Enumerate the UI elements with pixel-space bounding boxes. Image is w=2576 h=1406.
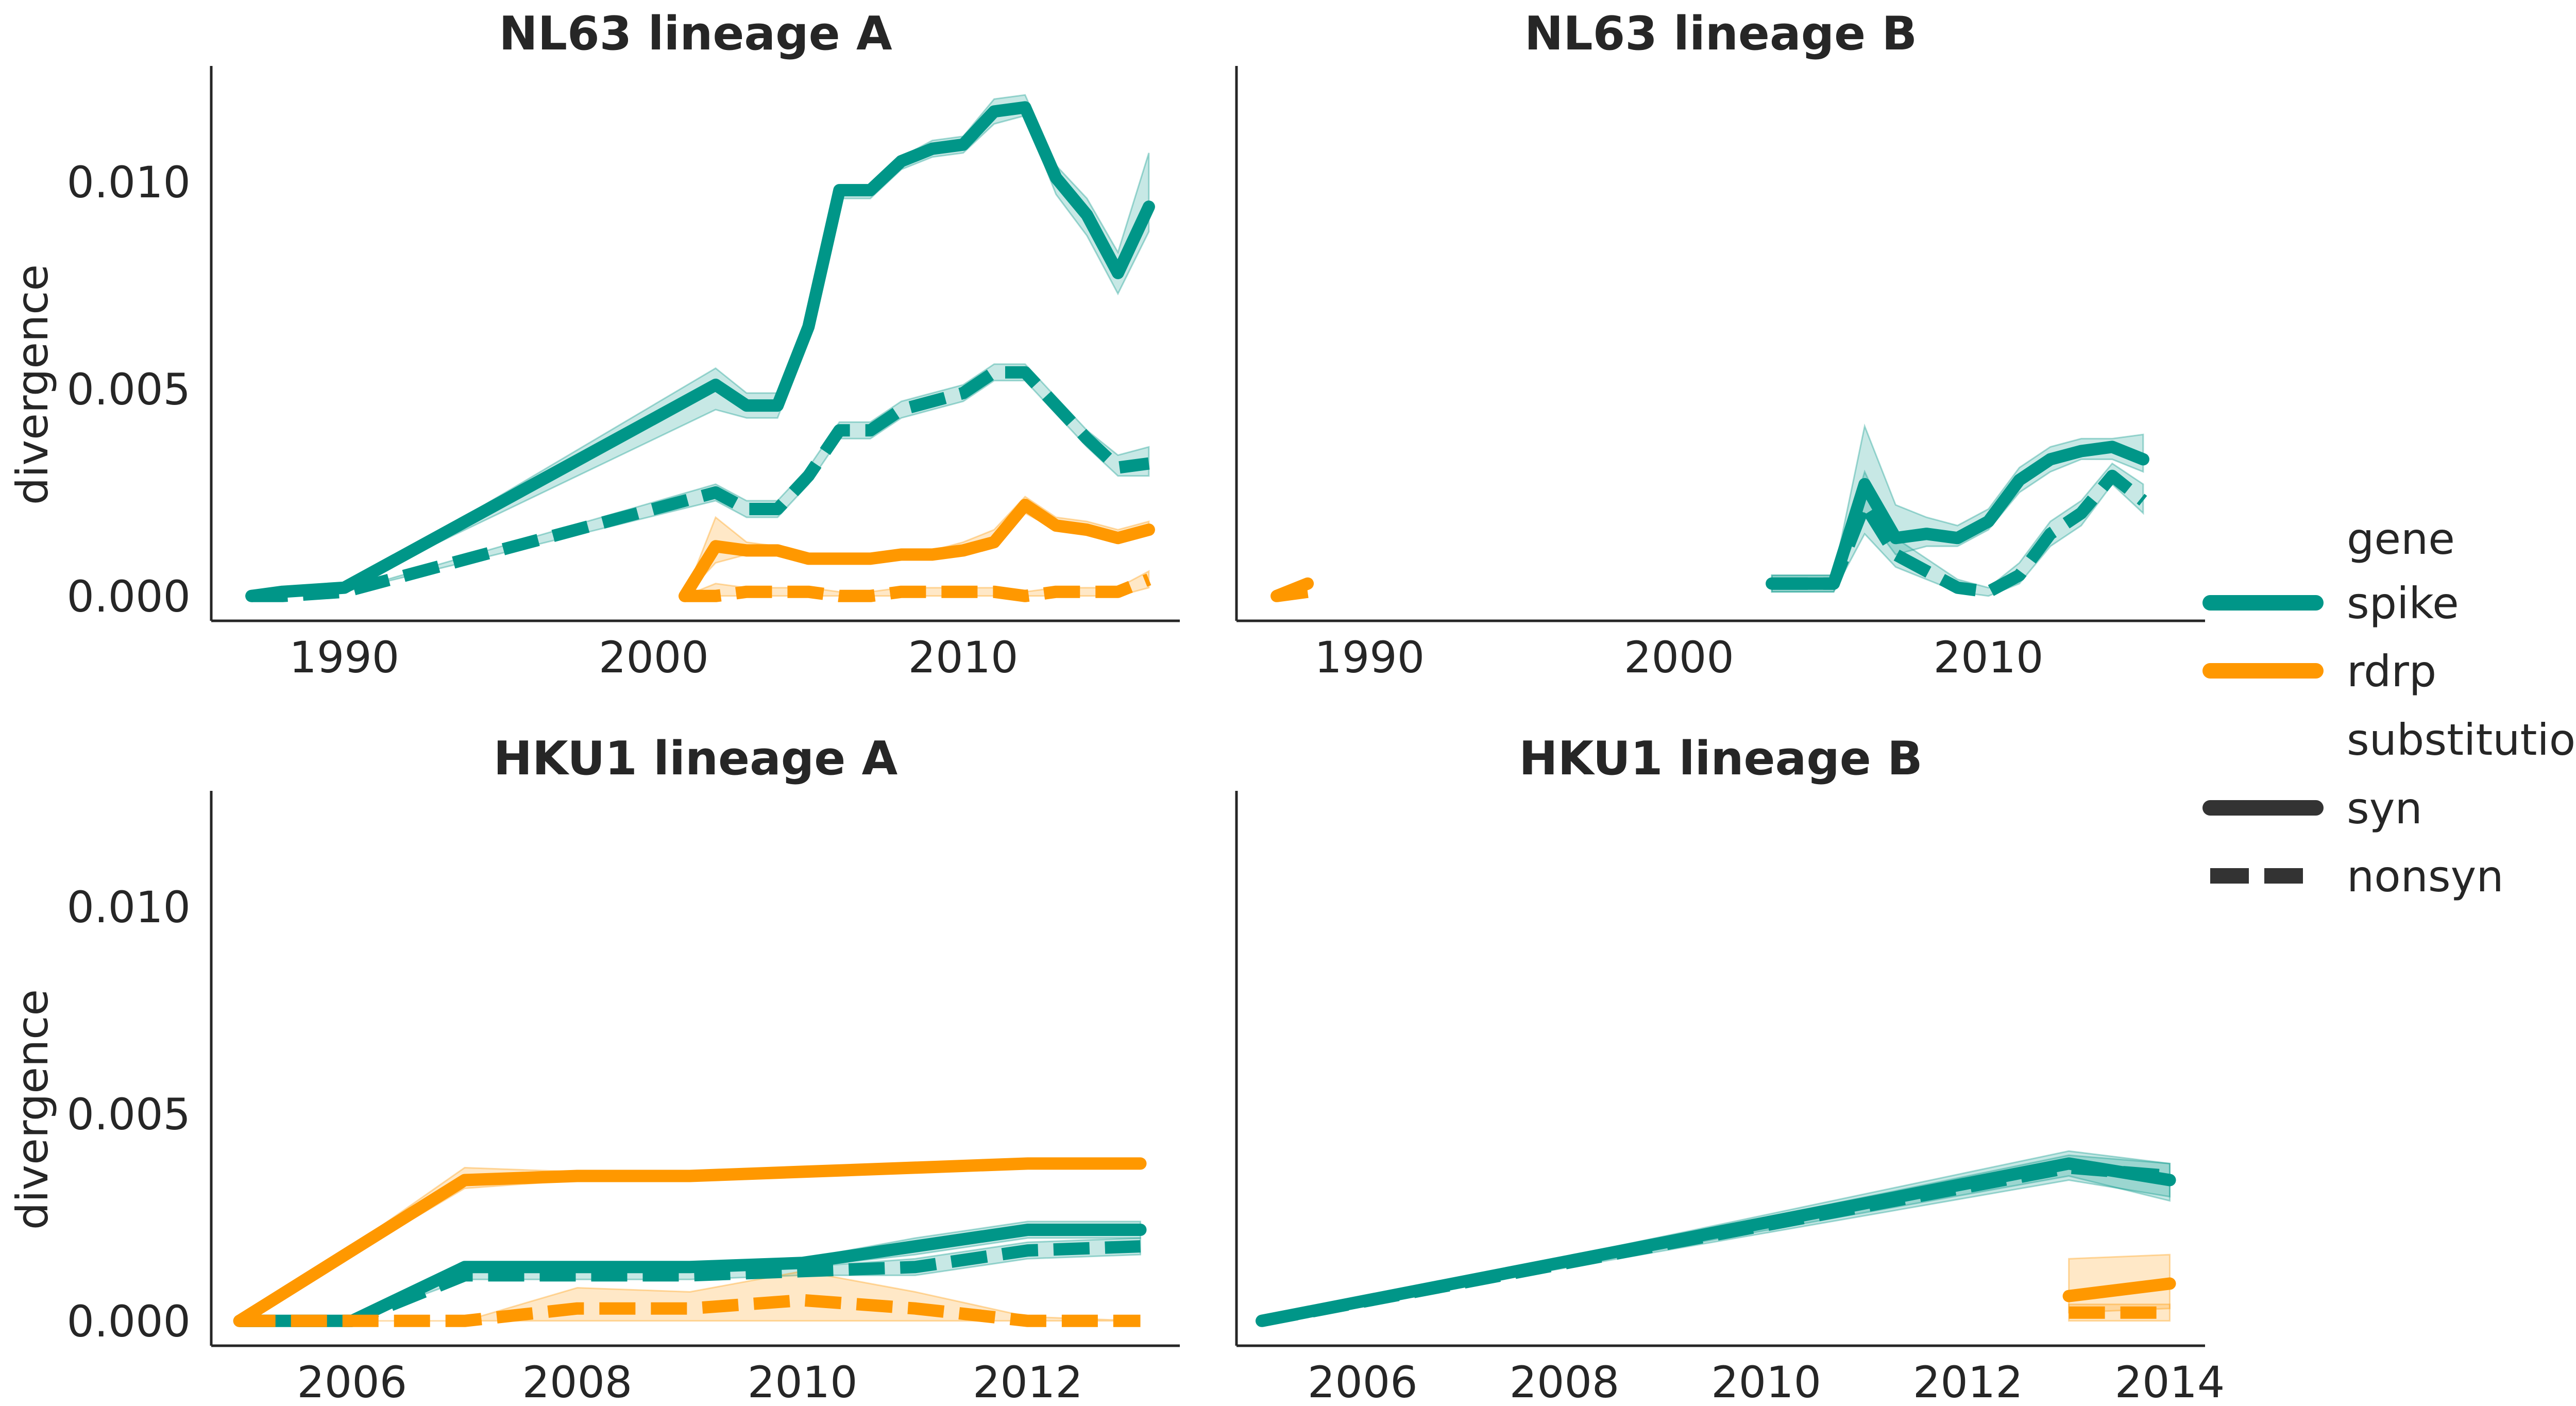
panel-hku1-lineage-a: HKU1 lineage A 2006 2008 2010 2012 0.000 0.005… xyxy=(7,732,1180,1406)
y-tick-label: 0.005 xyxy=(67,1089,191,1140)
series-spike-syn xyxy=(233,1224,1147,1327)
panel-nl63-lineage-a: NL63 lineage A 1990 2000 2010 0.000 0.005 0.01… xyxy=(7,7,1180,683)
panel-title: HKU1 lineage A xyxy=(494,732,898,786)
x-tick-label: 2012 xyxy=(973,1357,1083,1406)
series-spike-nonsyn xyxy=(1772,469,2147,598)
series-rdrp-syn xyxy=(679,499,1155,602)
series-rdrp-nonsyn xyxy=(239,1294,1141,1327)
x-tick-label: 2008 xyxy=(1510,1357,1620,1406)
legend-substitution-title: substitution xyxy=(2347,715,2576,765)
legend-rdrp-label: rdrp xyxy=(2347,646,2436,697)
y-tick-label: 0.005 xyxy=(67,364,191,415)
legend: gene spike rdrp substitution syn nonsyn xyxy=(2202,514,2576,902)
x-tick-label: 2006 xyxy=(1308,1357,1418,1406)
series-spike-nonsyn xyxy=(1260,1161,2171,1327)
panel-title: NL63 lineage B xyxy=(1524,7,1917,61)
y-tick-label: 0.000 xyxy=(67,1296,191,1347)
y-axis-label: divergence xyxy=(7,989,58,1230)
x-tick-label: 2008 xyxy=(522,1357,633,1406)
x-tick-label: 1990 xyxy=(1314,632,1425,683)
x-tick-label: 2010 xyxy=(1934,632,2044,683)
series-rdrp-syn xyxy=(233,1157,1147,1327)
series-rdrp-syn xyxy=(2062,1277,2176,1302)
x-tick-label: 2006 xyxy=(297,1357,407,1406)
legend-spike-label: spike xyxy=(2347,578,2459,629)
series-spike-nonsyn xyxy=(251,366,1150,602)
x-tick-label: 2012 xyxy=(1913,1357,2023,1406)
legend-nonsyn-label: nonsyn xyxy=(2347,851,2504,902)
panel-nl63-lineage-b: NL63 lineage B 1990 2000 2010 xyxy=(1235,7,2205,683)
panel-title: HKU1 lineage B xyxy=(1519,732,1922,786)
x-tick-label: 2010 xyxy=(908,632,1019,683)
x-tick-label: 1990 xyxy=(289,632,399,683)
y-tick-label: 0.000 xyxy=(67,571,191,622)
series-rdrp-nonsyn xyxy=(1276,585,1309,602)
legend-syn-label: syn xyxy=(2347,783,2422,834)
series-spike-syn xyxy=(245,101,1155,602)
series-rdrp-nonsyn xyxy=(685,573,1151,602)
panel-title: NL63 lineage A xyxy=(499,7,892,61)
x-tick-label: 2010 xyxy=(1711,1357,1821,1406)
y-axis-label: divergence xyxy=(7,264,58,505)
x-tick-label: 2010 xyxy=(748,1357,858,1406)
y-tick-label: 0.010 xyxy=(67,157,191,208)
y-tick-label: 0.010 xyxy=(67,882,191,933)
x-tick-label: 2000 xyxy=(599,632,709,683)
x-tick-label: 2000 xyxy=(1624,632,1734,683)
x-tick-label: 2014 xyxy=(2115,1357,2225,1406)
legend-gene-title: gene xyxy=(2347,514,2455,564)
panel-hku1-lineage-b: HKU1 lineage B 2006 2008 2010 2012 2014 xyxy=(1235,732,2225,1406)
